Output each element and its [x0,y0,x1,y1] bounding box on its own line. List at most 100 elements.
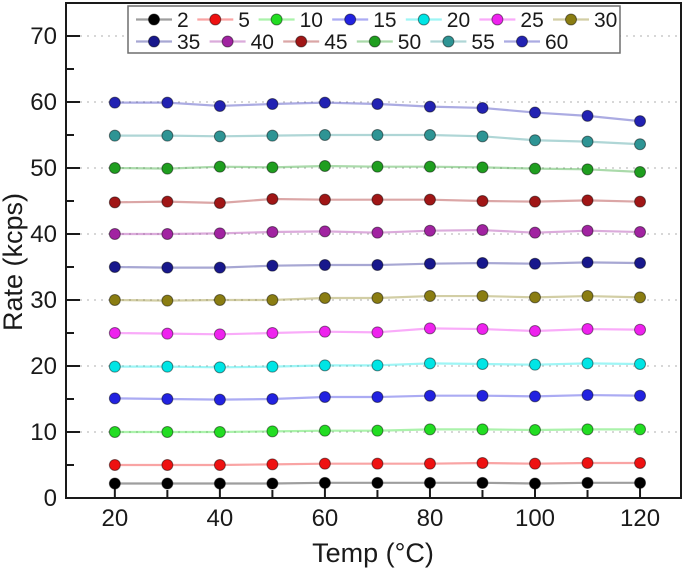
series-40-point [476,224,489,237]
legend-marker [295,35,308,48]
series-35-point [634,257,647,270]
series-55-point [476,130,489,143]
x-tick-label: 60 [312,505,339,532]
series-40-point [108,228,121,240]
series-2-point [423,476,436,489]
series-25-point [423,322,436,335]
series-5-point [161,459,174,471]
legend-entry-15: 15 [332,9,397,32]
legend-marker [491,13,504,26]
legend-label: 20 [447,9,470,32]
series-55-point [318,129,331,141]
series-10-point [423,423,436,436]
x-tick-label: 100 [515,505,555,532]
series-35-point [423,257,436,270]
series-30-point [266,294,279,306]
series-2-point [161,477,174,490]
series-10-point [581,423,594,436]
series-15-point [213,393,226,406]
series-15-point [423,389,436,402]
series-20-point [213,361,226,374]
legend-marker [516,35,528,48]
y-tick-label: 70 [30,23,57,50]
legend-label: 10 [300,9,323,32]
series-30-point [108,294,121,306]
legend-label: 5 [238,9,250,32]
x-axis-title: Temp (°C) [312,538,434,568]
legend-entry-2: 2 [136,9,189,32]
series-20-point [476,358,489,371]
series-25-point [476,323,489,336]
x-tick-label: 120 [620,505,660,532]
series-45-point [634,195,647,208]
y-tick-label: 40 [30,221,57,248]
series-25-point [161,327,174,340]
series-20-point [634,358,647,371]
series-45-point [371,193,384,206]
series-40-point [423,224,436,237]
y-axis-title: Rate (kcps) [0,193,28,331]
legend-entry-45: 45 [283,31,348,54]
legend-marker [344,13,357,26]
series-30-point [634,291,647,304]
series-20-point [581,357,594,370]
series-20-point [528,358,541,371]
series-25-point [634,323,647,336]
series-60-point [266,97,279,110]
series-5-point [213,459,226,471]
series-15-point [266,393,279,405]
series-55-point [581,135,594,148]
series-40-point [213,227,226,240]
series-50-point [318,160,331,173]
series-30-point [371,292,384,305]
series-30-point [318,292,331,305]
series-50-point [108,162,121,174]
series-15-point [371,391,384,404]
series-2-point [318,476,331,489]
series-2-point [108,477,121,490]
series-60-point [634,115,647,128]
legend-marker [565,13,577,26]
tick-layer: 20 40 60 80 100 120 0 10 20 30 40 50 60 70 [30,23,660,532]
series-15-point [318,391,331,404]
series-35-point [581,256,594,269]
series-60-point [528,106,541,119]
series-55-point [528,134,541,147]
series-60-point [108,96,121,109]
series-40-point [528,226,541,239]
series-35-point [528,257,541,270]
legend-marker [368,35,381,48]
series-10-point [213,426,226,438]
series-25-point [213,328,226,341]
series-40-point [371,226,384,239]
series-2-point [528,477,541,490]
series-10-point [371,424,384,437]
series-55-point [108,129,121,142]
series-20-point [161,360,174,373]
series-35-point [213,261,226,274]
legend-entry-20: 20 [405,9,470,32]
series-20-point [371,359,384,372]
series-50-point [528,162,541,175]
series-20-point [423,357,436,370]
series-35-point [161,261,174,274]
series-15-point [476,389,489,402]
series-60-point [581,109,594,122]
series-30-point [528,291,541,304]
x-tick-label: 20 [101,505,128,532]
series-45-point [476,195,489,207]
legend-entry-25: 25 [479,9,544,32]
series-2-point [266,477,279,490]
series-50-point [581,163,594,176]
x-tick-label: 40 [207,505,234,532]
series-55-point [371,129,384,141]
series-30-point [213,294,226,306]
series-35-point [371,259,384,272]
series-50-point [266,161,279,174]
series-15-point [108,392,121,405]
series-20-point [108,360,121,373]
series-55-point [213,130,226,143]
legend-entry-10: 10 [258,9,323,32]
legend-label: 60 [545,31,568,54]
